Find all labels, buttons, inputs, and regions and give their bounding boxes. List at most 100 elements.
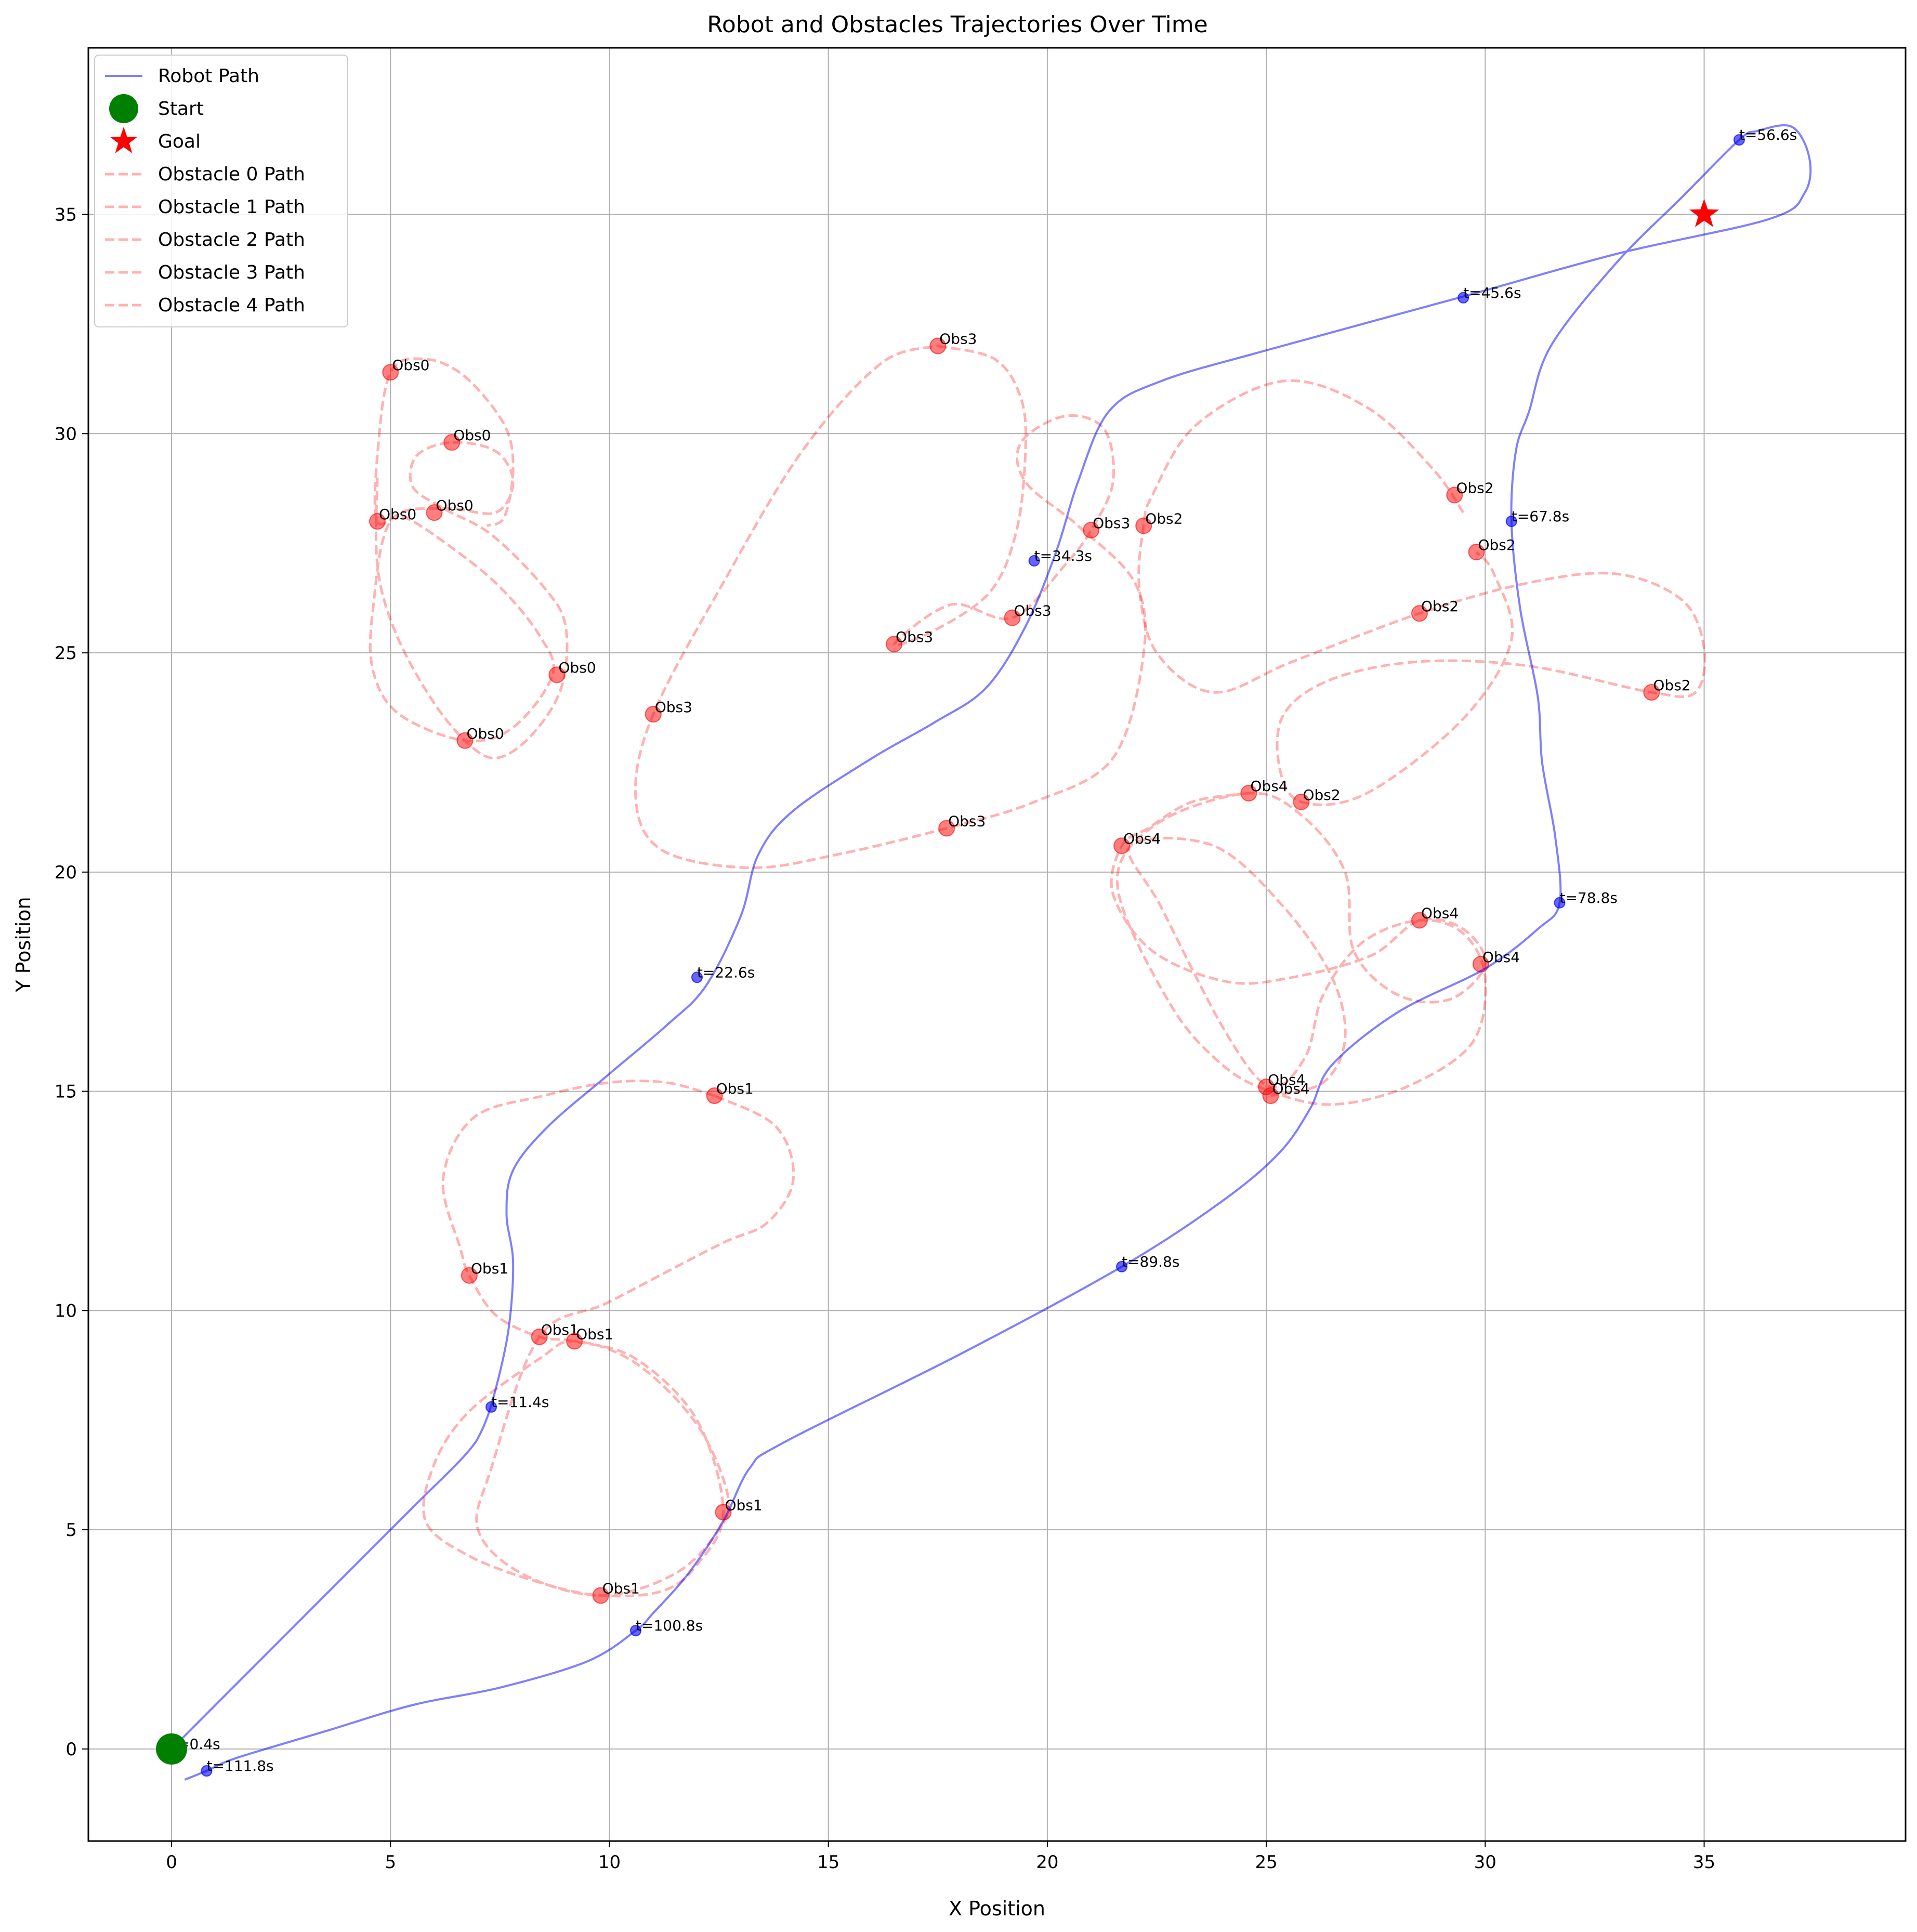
obstacle-3-label: Obs3 [939, 331, 977, 348]
obstacle-4-path [1110, 792, 1487, 1106]
x-tick-label: 15 [817, 1852, 839, 1873]
obstacle-0-label: Obs0 [392, 357, 429, 374]
obstacle-1-label: Obs1 [576, 1325, 613, 1343]
obstacle-2-marker [1135, 517, 1152, 534]
obstacle-0-marker [426, 504, 443, 521]
obstacle-2-label: Obs2 [1653, 677, 1690, 694]
robot-time-label: t=67.8s [1512, 508, 1569, 525]
obstacle-3-label: Obs3 [896, 628, 933, 646]
obstacle-3-marker [929, 337, 947, 354]
obstacle-1-marker [592, 1587, 609, 1604]
robot-time-marker [1458, 292, 1469, 304]
obstacle-2-path [1137, 379, 1706, 806]
obstacle-3-marker [938, 820, 955, 837]
x-axis-ticks: 0 5 10 15 20 25 30 35 [166, 1841, 1715, 1873]
x-axis-label: X Position [949, 1897, 1045, 1920]
obstacle-2-marker [1468, 544, 1485, 561]
obstacle-2-marker [1293, 793, 1310, 810]
obstacle-1-marker [531, 1328, 548, 1345]
chart-title: Robot and Obstacles Trajectories Over Ti… [707, 11, 1207, 38]
robot-time-marker [630, 1625, 642, 1637]
legend-start-swatch [109, 94, 138, 123]
obstacle-3-marker [645, 706, 662, 723]
legend-label: Obstacle 1 Path [158, 196, 305, 218]
obstacle-0-label: Obs0 [558, 659, 596, 676]
y-tick-label: 5 [65, 1520, 77, 1541]
y-tick-label: 35 [55, 205, 77, 226]
obstacle-4-label: Obs4 [1123, 830, 1161, 847]
robot-time-label: t=78.8s [1559, 889, 1617, 906]
robot-path-layer: t=0.4st=11.4st=22.6st=34.3st=45.6st=56.6… [166, 124, 1812, 1781]
obstacle-0-label: Obs0 [436, 497, 474, 514]
obstacle-2-marker [1643, 684, 1660, 701]
legend-box [94, 55, 348, 327]
robot-time-marker [1733, 134, 1745, 146]
obstacle-3-marker [886, 636, 903, 653]
robot-time-label: t=111.8s [206, 1757, 273, 1775]
obstacle-0-label: Obs0 [453, 427, 491, 444]
obstacle-4-label: Obs4 [1250, 778, 1288, 795]
robot-time-label: t=22.6s [697, 964, 755, 981]
obstacle-0-marker [369, 513, 386, 530]
grid-lines [88, 48, 1906, 1841]
start-goal-markers [156, 199, 1719, 1765]
obstacle-0-marker [548, 666, 566, 684]
start-marker [156, 1733, 188, 1765]
y-axis-ticks: 0 5 10 15 20 25 30 35 [55, 205, 88, 1760]
obstacle-3-label: Obs3 [1093, 515, 1130, 532]
legend-label: Obstacle 3 Path [158, 262, 305, 283]
obstacle-3-path [634, 345, 1147, 869]
x-tick-label: 0 [166, 1852, 177, 1873]
obstacle-1-marker [706, 1087, 723, 1105]
robot-time-label: t=45.6s [1463, 284, 1521, 301]
x-tick-label: 25 [1255, 1852, 1277, 1873]
robot-time-marker [1505, 516, 1517, 528]
legend-label: Start [158, 98, 204, 120]
obstacle-paths: Obs0 Obs0 Obs0 Obs0 Obs0 Obs0 Obs1 Obs1 Obs1 Obs1… [369, 331, 1706, 1604]
obstacle-2-label: Obs2 [1478, 536, 1515, 554]
obstacle-2-marker [1411, 605, 1428, 622]
robot-time-marker [1554, 897, 1566, 909]
obstacle-1-marker [566, 1333, 583, 1350]
y-tick-label: 15 [55, 1082, 77, 1102]
legend-label: Obstacle 4 Path [158, 295, 305, 316]
obstacle-2-label: Obs2 [1145, 510, 1183, 527]
obstacle-4-marker [1262, 1087, 1279, 1105]
obstacle-3-label: Obs3 [655, 699, 692, 716]
y-axis-label: Y Position [12, 897, 35, 992]
x-tick-label: 20 [1036, 1852, 1058, 1873]
obstacle-4-marker [1240, 784, 1257, 801]
x-tick-label: 35 [1693, 1852, 1715, 1873]
y-tick-label: 30 [55, 424, 77, 444]
y-tick-label: 25 [55, 643, 77, 664]
obstacle-4-marker [1113, 837, 1131, 855]
robot-time-label: t=11.4s [491, 1394, 549, 1411]
obstacle-0-label: Obs0 [379, 506, 416, 523]
obstacle-4-label: Obs4 [1268, 1071, 1305, 1088]
robot-time-label: t=56.6s [1739, 126, 1797, 143]
obstacle-3-marker [1004, 609, 1021, 626]
robot-time-marker [1028, 555, 1040, 567]
obstacle-3-label: Obs3 [948, 812, 986, 830]
legend-label: Obstacle 2 Path [158, 229, 305, 251]
robot-time-marker [691, 971, 703, 983]
obstacle-1-marker [461, 1267, 478, 1284]
plot-frame [87, 47, 1907, 1842]
legend: Robot Path Start Goal Obstacle 0 Path Obstac… [94, 55, 348, 327]
obstacle-0-marker [456, 732, 474, 749]
obstacle-4-label: Obs4 [1272, 1080, 1310, 1097]
legend-label: Obstacle 0 Path [158, 164, 305, 185]
obstacle-1-label: Obs1 [602, 1580, 640, 1597]
obstacle-1-label: Obs1 [471, 1260, 508, 1277]
x-tick-label: 30 [1474, 1852, 1496, 1873]
obstacle-0-marker [443, 434, 461, 451]
obstacle-1-path [422, 1080, 795, 1598]
obstacle-3-marker [1083, 521, 1100, 538]
robot-time-marker [201, 1765, 213, 1777]
obstacle-4-label: Obs4 [1421, 905, 1459, 922]
obstacle-2-label: Obs2 [1456, 479, 1493, 496]
robot-time-label: t=100.8s [636, 1617, 703, 1634]
robot-time-marker [485, 1401, 497, 1413]
obstacle-0-path [369, 357, 569, 760]
